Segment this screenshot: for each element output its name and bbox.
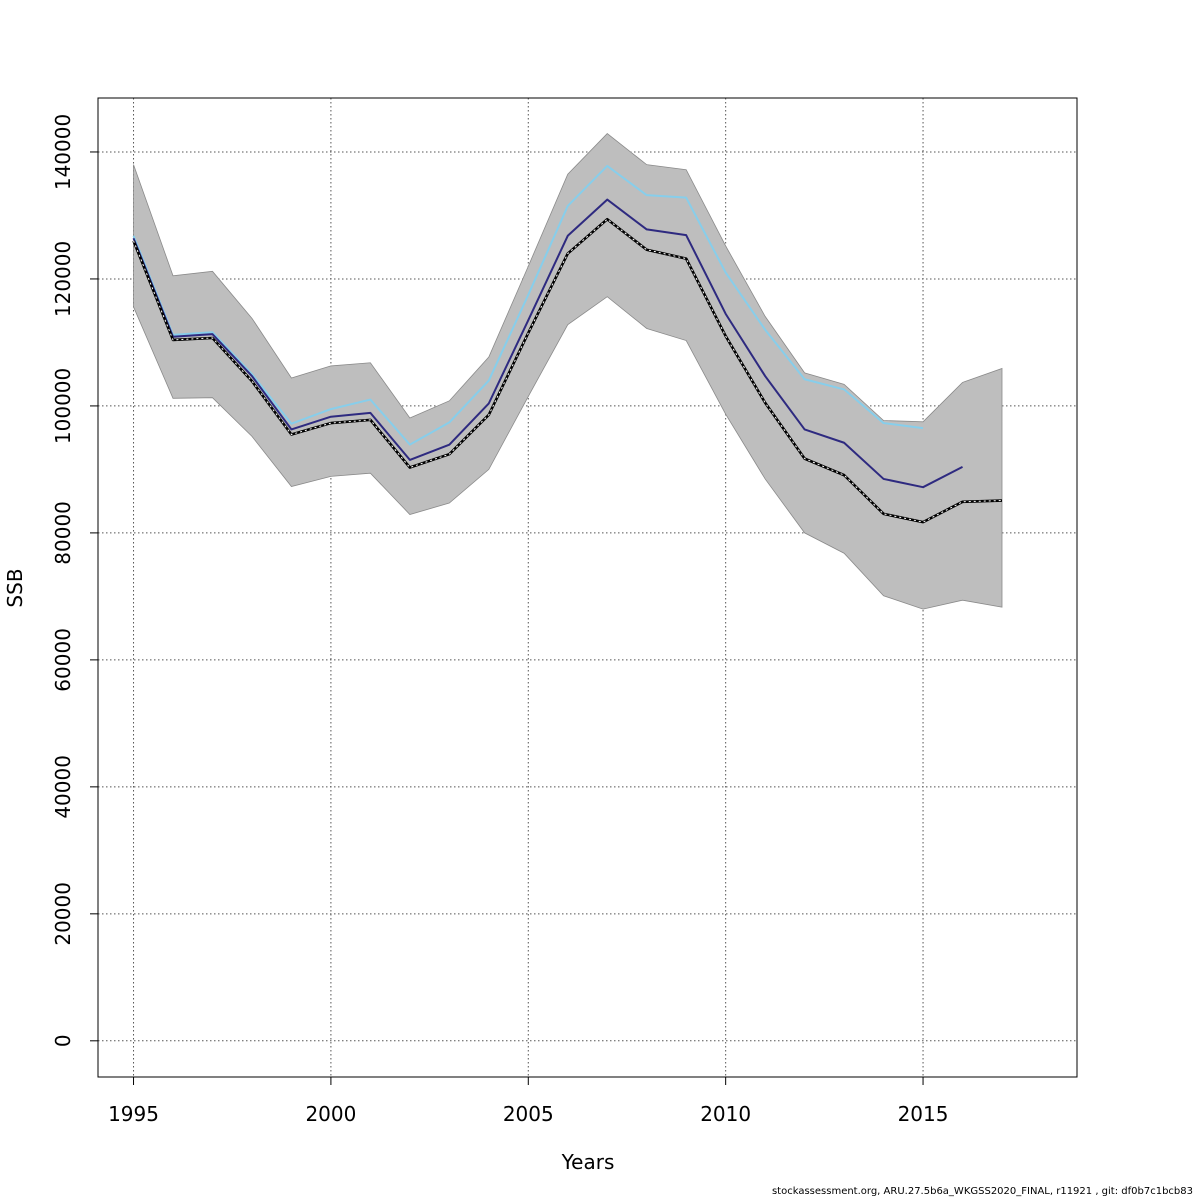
confidence-band-layer [133,133,1003,610]
footer-caption: stockassessment.org, ARU.27.5b6a_WKGSS20… [771,1186,1193,1197]
x-tick-label: 2005 [503,1102,554,1126]
series-line-dashes [133,218,1003,523]
y-tick-label: 40000 [51,755,75,819]
x-axis-title: Years [561,1150,615,1174]
y-tick-label: 80000 [51,501,75,565]
y-tick-label: 60000 [51,628,75,692]
y-tick-label: 0 [51,1034,75,1047]
confidence-band [133,133,1003,610]
x-tick-label: 2015 [898,1102,949,1126]
series-layer [132,164,1003,524]
x-tick-label: 1995 [108,1102,159,1126]
y-tick-label: 120000 [51,241,75,317]
y-axis-title: SSB [3,568,27,607]
y-tick-label: 140000 [51,114,75,190]
series-line [132,198,963,489]
x-tick-label: 2010 [700,1102,751,1126]
series-line [132,164,924,446]
axis-layer: 1995 2000 2005 2010 2015 0 20000 40000 60000 8000… [51,114,948,1126]
x-tick-label: 2000 [305,1102,356,1126]
plot-frame [97,97,1078,1078]
y-tick-label: 20000 [51,882,75,946]
y-tick-label: 100000 [51,368,75,444]
